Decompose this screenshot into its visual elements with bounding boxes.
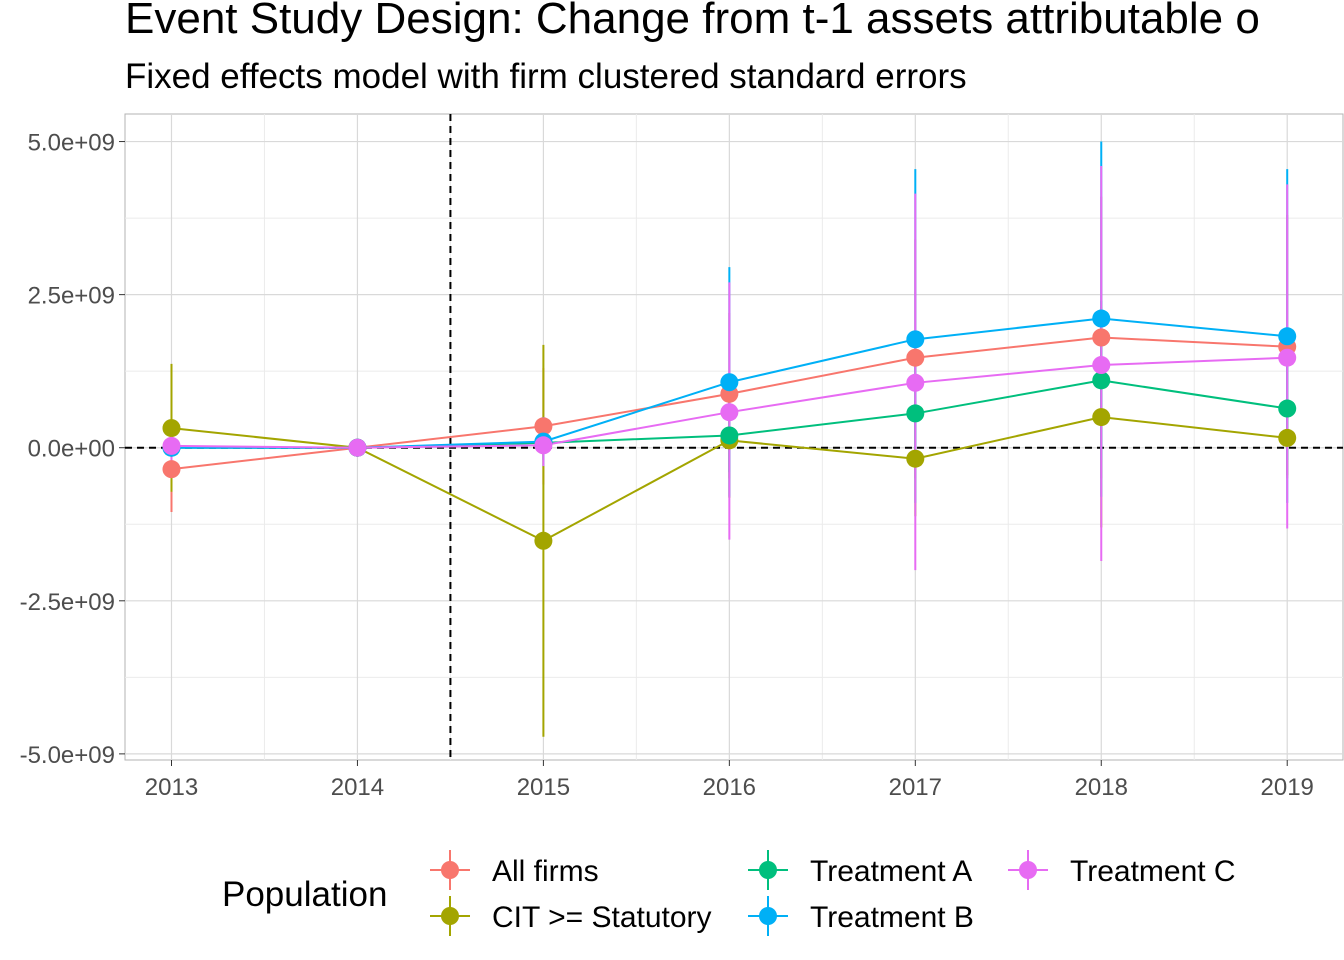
y-tick-label: 0.0e+00 (28, 436, 115, 463)
x-tick-label: 2014 (331, 774, 384, 801)
data-point (720, 426, 739, 445)
data-point (1092, 371, 1111, 390)
x-tick-label: 2016 (703, 774, 756, 801)
data-point (162, 419, 181, 438)
data-point (1092, 356, 1111, 375)
x-tick-label: 2015 (517, 774, 570, 801)
data-point (906, 449, 925, 468)
data-point (348, 438, 367, 457)
data-point (1278, 327, 1297, 346)
chart-title: Event Study Design: Change from t-1 asse… (125, 0, 1260, 43)
legend-label: Treatment C (1070, 855, 1236, 888)
data-point (906, 404, 925, 423)
x-tick-label: 2019 (1261, 774, 1314, 801)
x-tick-label: 2018 (1075, 774, 1128, 801)
legend-key-point (441, 861, 459, 879)
legend-key-point (441, 907, 459, 925)
plot-panel-border (124, 113, 1344, 761)
legend-label: CIT >= Statutory (492, 901, 712, 934)
data-point (1092, 408, 1111, 427)
legend-label: Treatment A (810, 855, 972, 888)
data-point (1278, 348, 1297, 367)
y-tick-label: -5.0e+09 (20, 742, 115, 769)
chart-subtitle: Fixed effects model with firm clustered … (125, 57, 967, 96)
legend-key-point (1019, 861, 1037, 879)
y-tick-label: 2.5e+09 (28, 283, 115, 310)
data-point (534, 417, 553, 436)
legend-title: Population (222, 875, 387, 914)
data-point (1092, 328, 1111, 347)
data-point (534, 531, 553, 550)
data-point (162, 436, 181, 455)
legend-key-point (759, 907, 777, 925)
y-tick-label: -2.5e+09 (20, 589, 115, 616)
data-point (906, 330, 925, 349)
legend-key-point (759, 861, 777, 879)
legend-label: All firms (492, 855, 599, 888)
data-point (906, 348, 925, 367)
data-point (720, 373, 739, 392)
data-point (1278, 428, 1297, 447)
data-point (720, 403, 739, 422)
y-tick-label: 5.0e+09 (28, 130, 115, 157)
data-point (1278, 399, 1297, 418)
data-point (162, 460, 181, 479)
data-point (534, 436, 553, 455)
legend-label: Treatment B (810, 901, 974, 934)
x-tick-label: 2017 (889, 774, 942, 801)
data-point (1092, 309, 1111, 328)
x-tick-label: 2013 (145, 774, 198, 801)
data-point (906, 373, 925, 392)
